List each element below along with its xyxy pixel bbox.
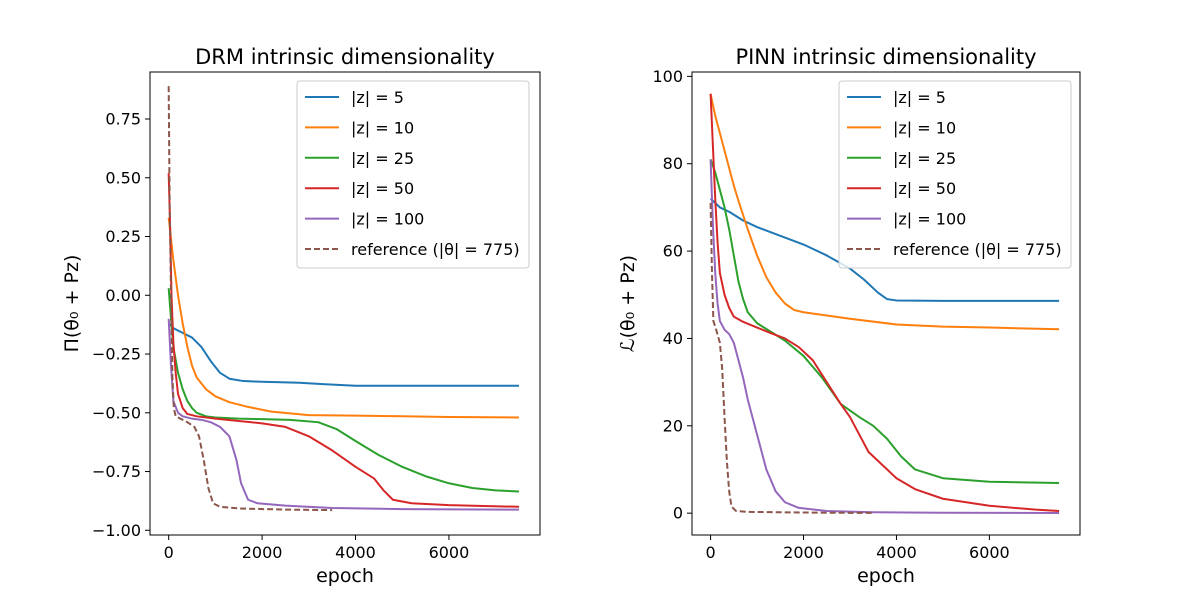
drm-legend-label: |z| = 50 [351, 179, 414, 198]
pinn-series-group [709, 93, 1060, 514]
pinn-legend-box [838, 80, 1072, 269]
drm-legend-label: |z| = 100 [351, 210, 424, 229]
drm-panel: 0 2000 4000 6000 −1.00 −0.75 −0.50 −0.25 0.00 0.2… [61, 45, 541, 587]
drm-series-line-1 [167, 217, 519, 419]
pinn-series-line-3 [709, 93, 1060, 512]
pinn-panel: 0 2000 4000 6000 0 20 40 60 80 100 PINN intrinsic … [617, 45, 1081, 587]
pinn-y-tick-label: 80 [663, 154, 683, 173]
drm-y-tick-label: 0.25 [105, 227, 141, 246]
pinn-legend-label: |z| = 5 [893, 88, 946, 107]
drm-x-tick-label: 2000 [242, 543, 283, 562]
drm-legend-label: reference (|θ| = 775) [351, 240, 520, 259]
pinn-x-tick-label: 0 [705, 543, 715, 562]
pinn-x-tick-label: 2000 [783, 543, 824, 562]
pinn-legend: |z| = 5 |z| = 10 |z| = 25 |z| = 50 |z| = 100… [838, 80, 1072, 269]
pinn-legend-label: reference (|θ| = 775) [893, 240, 1062, 259]
pinn-series-line-5 [709, 203, 874, 514]
pinn-x-axis-label: epoch [857, 565, 915, 587]
drm-series-line-5 [167, 86, 333, 512]
pinn-x-tick-label: 6000 [969, 543, 1010, 562]
drm-y-tick-label: 0.50 [105, 168, 141, 187]
pinn-legend-label: |z| = 50 [893, 179, 956, 198]
pinn-y-tick-label: 20 [663, 416, 683, 435]
drm-axes-frame [149, 71, 541, 536]
drm-legend-label: |z| = 10 [351, 118, 414, 137]
drm-series-line-4 [167, 318, 519, 511]
drm-series-line-0 [167, 322, 519, 387]
drm-legend-label: |z| = 5 [351, 88, 404, 107]
drm-legend-label: |z| = 25 [351, 149, 414, 168]
drm-y-tick-label: 0.75 [105, 110, 141, 129]
drm-series-line-3 [167, 173, 520, 508]
drm-x-tick-label: 6000 [429, 543, 470, 562]
pinn-y-axis-label: ℒ(θ₀ + Pz) [617, 255, 639, 352]
pinn-series-line-1 [709, 93, 1060, 331]
pinn-y-tick-label: 100 [652, 67, 683, 86]
drm-y-tick-label: −1.00 [92, 521, 141, 540]
drm-x-tick-label: 4000 [335, 543, 376, 562]
pinn-axes-frame [691, 71, 1081, 536]
drm-legend-box [296, 80, 530, 269]
drm-y-tick-label: −0.25 [92, 345, 141, 364]
pinn-chart-title: PINN intrinsic dimensionality [735, 45, 1036, 69]
drm-x-axis-label: epoch [316, 565, 374, 587]
drm-series-line-2 [167, 288, 520, 493]
pinn-legend-label: |z| = 10 [893, 118, 956, 137]
drm-chart-title: DRM intrinsic dimensionality [195, 45, 495, 69]
drm-x-tick-label: 0 [164, 543, 174, 562]
drm-legend: |z| = 5 |z| = 10 |z| = 25 |z| = 50 |z| = 100… [296, 80, 530, 269]
pinn-series-line-2 [709, 159, 1060, 485]
pinn-y-tick-label: 0 [673, 504, 683, 523]
pinn-series-line-4 [709, 159, 1060, 514]
drm-y-tick-label: −0.50 [92, 403, 141, 422]
drm-y-tick-label: 0.00 [105, 286, 141, 305]
drm-y-axis-label: Π(θ₀ + Pz) [61, 255, 83, 353]
pinn-legend-label: |z| = 100 [893, 210, 966, 229]
pinn-y-tick-label: 40 [663, 329, 683, 348]
pinn-y-tick-label: 60 [663, 242, 683, 261]
pinn-x-tick-label: 4000 [876, 543, 917, 562]
drm-y-tick-label: −0.75 [92, 462, 141, 481]
pinn-legend-label: |z| = 25 [893, 149, 956, 168]
drm-series-group [167, 86, 520, 512]
